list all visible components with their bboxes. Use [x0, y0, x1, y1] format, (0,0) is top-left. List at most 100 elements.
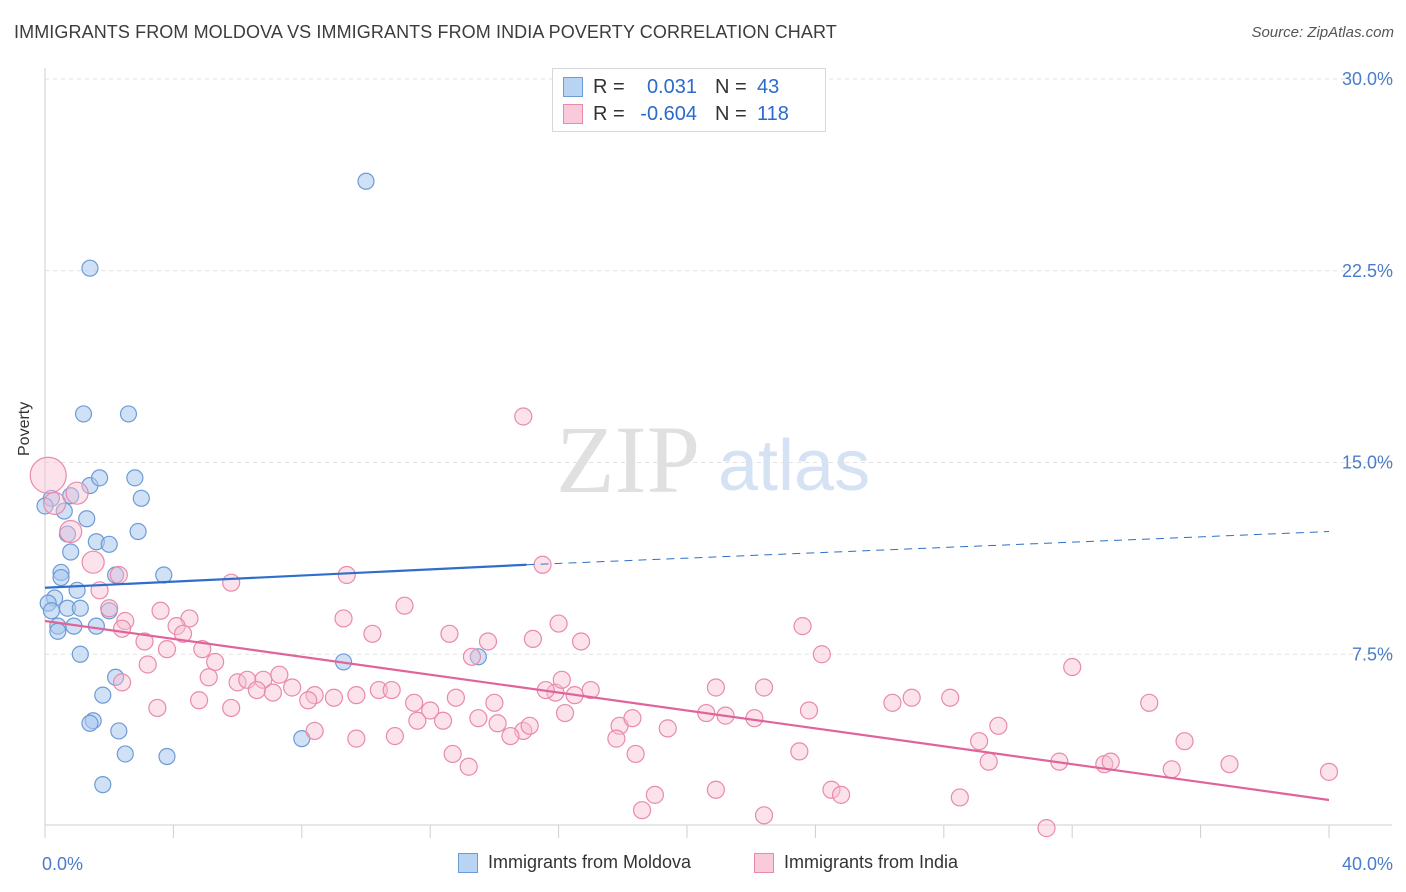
data-point-india — [395, 596, 414, 615]
data-point-moldova — [110, 722, 128, 740]
data-point-india — [222, 573, 241, 592]
data-point-india — [337, 565, 356, 585]
data-point-india — [433, 711, 453, 730]
data-point-india — [989, 716, 1008, 735]
data-point-india — [81, 550, 105, 574]
data-point-india — [485, 693, 504, 712]
india-swatch — [563, 104, 583, 124]
data-point-moldova — [132, 489, 150, 507]
data-point-india — [632, 801, 652, 820]
data-point-moldova — [119, 405, 138, 423]
data-point-india — [799, 701, 819, 720]
data-point-india — [514, 407, 533, 426]
data-point-india — [658, 719, 677, 738]
data-point-india — [263, 683, 283, 702]
data-point-india — [347, 729, 366, 748]
data-point-india — [29, 456, 67, 494]
data-point-moldova — [155, 566, 173, 584]
y-tick-label: 30.0% — [1342, 69, 1393, 89]
data-point-moldova — [49, 622, 67, 640]
series-india — [29, 407, 1339, 838]
data-point-india — [65, 481, 89, 505]
trend-line-india — [44, 619, 1330, 802]
data-point-india — [254, 670, 273, 689]
data-point-india — [478, 632, 498, 651]
data-point-moldova — [81, 259, 99, 277]
data-point-india — [112, 673, 132, 692]
data-point-moldova — [94, 776, 112, 794]
data-point-moldova — [357, 172, 375, 190]
data-point-india — [520, 716, 539, 735]
data-point-moldova — [42, 602, 61, 620]
data-point-moldova — [68, 581, 86, 599]
data-point-moldova — [158, 747, 176, 766]
trend-line-moldova — [44, 563, 527, 589]
data-point-india — [222, 698, 241, 718]
data-point-india — [305, 721, 324, 741]
data-point-india — [173, 624, 193, 643]
legend-row-india: R = -0.604 N = 118 — [563, 102, 789, 126]
data-point-india — [100, 599, 119, 618]
data-point-india — [299, 691, 318, 710]
data-point-india — [334, 609, 353, 628]
data-point-india — [706, 678, 725, 697]
data-point-moldova — [469, 648, 487, 666]
x-tick-label: 40.0% — [1342, 854, 1393, 874]
data-point-india — [148, 698, 167, 718]
data-point-moldova — [126, 469, 144, 487]
data-point-moldova — [71, 645, 89, 663]
data-point-moldova — [62, 543, 80, 561]
legend-item-moldova[interactable]: Immigrants from Moldova — [458, 852, 691, 873]
axes — [44, 68, 1392, 838]
data-point-india — [831, 785, 851, 804]
data-point-india — [369, 680, 388, 700]
data-point-moldova — [52, 568, 70, 587]
data-point-india — [1319, 762, 1339, 781]
data-point-india — [883, 693, 902, 712]
r-value: 0.031 — [646, 75, 697, 98]
data-point-moldova — [78, 510, 96, 528]
data-point-india — [1162, 760, 1181, 779]
data-point-india — [151, 601, 170, 620]
data-point-india — [270, 665, 289, 684]
data-point-india — [549, 614, 568, 633]
data-point-india — [43, 491, 67, 516]
data-point-india — [571, 632, 591, 651]
data-point-india — [446, 688, 465, 707]
data-point-india — [157, 640, 177, 659]
data-point-india — [812, 645, 831, 664]
chart-title: IMMIGRANTS FROM MOLDOVA VS IMMIGRANTS FR… — [14, 22, 837, 42]
data-point-india — [363, 624, 382, 643]
data-point-india — [189, 691, 209, 710]
y-tick-label: 15.0% — [1342, 453, 1393, 473]
data-point-india — [283, 678, 302, 697]
data-point-india — [533, 555, 552, 574]
data-point-india — [247, 680, 266, 700]
data-point-india — [206, 652, 225, 672]
data-point-india — [1220, 755, 1239, 774]
data-point-india — [59, 519, 83, 544]
data-point-india — [941, 688, 960, 707]
data-point-india — [443, 744, 462, 764]
data-point-india — [822, 780, 841, 799]
gridlines — [45, 78, 1392, 655]
legend-item-india[interactable]: Immigrants from India — [754, 852, 958, 873]
y-tick-label: 7.5% — [1352, 644, 1393, 664]
data-point-moldova — [87, 617, 105, 635]
data-point-india — [459, 757, 478, 776]
data-point-moldova — [100, 535, 118, 553]
india-swatch — [754, 852, 774, 873]
data-point-india — [324, 688, 343, 707]
data-point-india — [193, 640, 212, 659]
data-point-india — [623, 709, 642, 728]
y-tick-label: 22.5% — [1342, 261, 1393, 281]
legend-label-india: Immigrants from India — [784, 852, 959, 872]
n-label: N = — [715, 75, 747, 98]
data-point-india — [754, 806, 774, 825]
r-label: R = — [593, 102, 625, 125]
data-point-india — [706, 780, 725, 799]
data-point-india — [1140, 693, 1159, 712]
r-label: R = — [593, 75, 625, 98]
data-point-india — [523, 629, 543, 649]
moldova-swatch — [458, 852, 478, 873]
